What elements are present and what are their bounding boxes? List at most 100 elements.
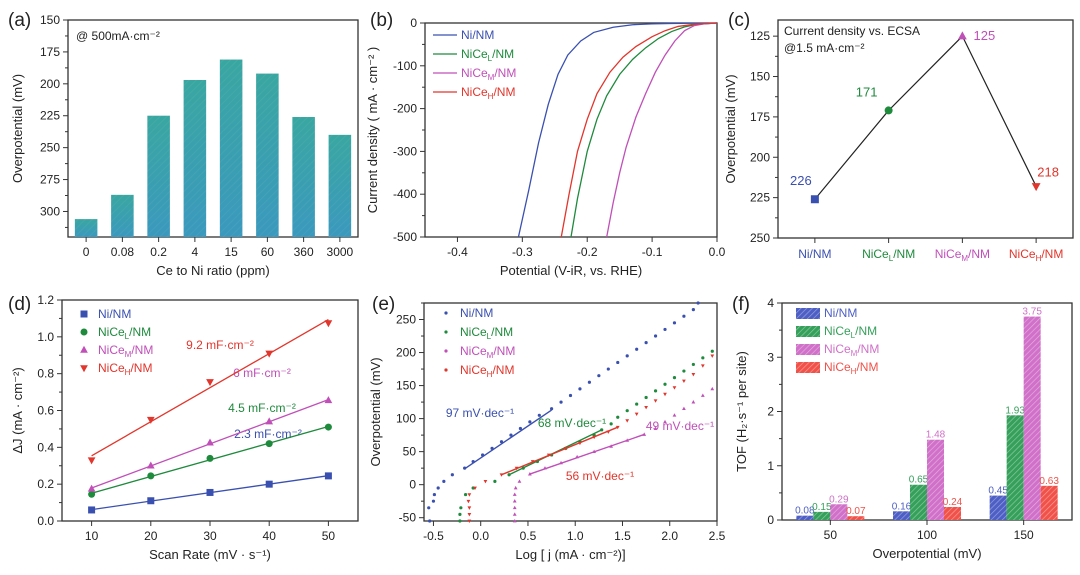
data-point (635, 347, 639, 351)
y-tick-label: 200 (40, 77, 60, 91)
x-tick-label: 60 (261, 245, 275, 259)
data-point (512, 518, 517, 523)
x-tick-label: 3000 (327, 245, 354, 259)
legend-label: NiCeM/NM (460, 344, 515, 360)
y-tick-label: 1 (767, 459, 774, 473)
bar-value-label: 0.15 (812, 502, 832, 513)
legend-marker (444, 330, 448, 334)
bar-hatch (183, 79, 207, 238)
data-point (467, 506, 472, 510)
x-tick-label: 2.5 (709, 529, 726, 543)
bar-value-label: 0.08 (795, 506, 815, 517)
y-tick-label: 150 (750, 70, 770, 84)
panel-d-double-layer-capacitance: 0.0 0.2 0.4 0.6 0.8 1.0 1.2 10 20 30 40 50 Ni/NM 2.3 … (10, 293, 359, 562)
capacitance-label: 2.3 mF·cm⁻² (234, 427, 302, 441)
data-point (653, 389, 658, 393)
x-tick-label: 0 (83, 245, 90, 259)
data-point (87, 484, 96, 492)
data-point (691, 400, 696, 404)
data-point (644, 341, 648, 345)
data-point (578, 387, 582, 391)
legend-label: NiCeH/NM (824, 360, 878, 376)
data-point (459, 506, 463, 510)
x-tick-label: 0.0 (472, 529, 489, 543)
x-tick-label: 0.5 (520, 529, 537, 543)
data-point (672, 386, 677, 390)
data-point (512, 512, 517, 516)
y-tick-label: 0.2 (37, 477, 54, 491)
bar (1006, 415, 1024, 520)
data-point (436, 486, 440, 490)
y-tick-label: 275 (40, 173, 60, 187)
x-tick-label: 30 (203, 529, 217, 543)
y-tick-label: 50 (403, 445, 417, 459)
bar (944, 506, 961, 520)
data-point (710, 349, 714, 353)
data-point (653, 334, 658, 338)
bar-hatch (147, 115, 170, 237)
x-tick-label: 40 (263, 529, 277, 543)
panel-b-polarization-curves: 0 -100 -200 -300 -400 -500 -0.4 -0.3 -0.2 -0.1 0.0… (365, 16, 726, 278)
y-axis-label: TOF (H₂·s⁻¹ per site) (734, 351, 749, 472)
data-point (432, 492, 436, 497)
data-point (206, 379, 214, 387)
data-point (957, 31, 967, 40)
data-point (606, 367, 610, 371)
bar (989, 495, 1007, 520)
data-point (587, 380, 592, 384)
series-line (606, 22, 718, 238)
data-point (513, 485, 518, 490)
x-axis-label: Log [ j (mA · cm⁻²)] (515, 547, 625, 562)
data-point (810, 195, 819, 204)
data-point (701, 356, 705, 360)
data-point (428, 519, 432, 523)
x-tick-label: -0.3 (512, 245, 533, 259)
y-tick-label: 0 (767, 513, 774, 527)
y-tick-label: 1.0 (37, 330, 54, 344)
tafel-fit-line (529, 433, 645, 475)
x-tick-label: 10 (85, 529, 99, 543)
y-tick-label: -50 (399, 511, 417, 525)
data-point (427, 506, 431, 510)
data-point (324, 320, 333, 328)
data-point (537, 413, 541, 417)
legend-marker (444, 368, 448, 372)
data-point (559, 400, 563, 404)
data-point (473, 486, 477, 491)
plot-frame (67, 19, 359, 238)
y-tick-label: -400 (393, 187, 417, 201)
data-point (265, 440, 273, 448)
tafel-slope-label: 56 mV·dec⁻¹ (566, 469, 634, 483)
data-point (710, 354, 715, 358)
x-tick-label: 20 (144, 529, 158, 543)
legend-marker (80, 365, 88, 373)
y-tick-label: 150 (40, 13, 60, 27)
x-category-label: Ni/NM (798, 247, 831, 261)
bar-hatch (292, 117, 315, 237)
bar-value-label: 1.48 (926, 430, 946, 441)
data-point (644, 406, 648, 410)
y-tick-label: -100 (393, 59, 417, 73)
x-tick-label: 50 (824, 528, 838, 542)
data-point (450, 473, 454, 477)
data-point (625, 354, 629, 358)
x-tick-label: 150 (1014, 528, 1034, 542)
x-axis-label: Scan Rate (mV · s⁻¹) (149, 547, 271, 562)
bar (893, 511, 910, 520)
tafel-slope-label: 68 mV·dec⁻¹ (538, 416, 606, 430)
bar (1040, 485, 1058, 520)
data-point (635, 402, 639, 406)
y-tick-label: 225 (40, 109, 60, 123)
data-point (147, 472, 155, 480)
series-line (560, 22, 718, 238)
bar-value-label: 3.75 (1022, 307, 1042, 318)
data-point (206, 454, 214, 462)
data-point (442, 479, 446, 483)
bar-value-label: 0.45 (988, 486, 1008, 497)
y-tick-label: 0.4 (37, 440, 54, 454)
data-point (206, 438, 214, 446)
bar (927, 439, 944, 520)
data-point (616, 360, 620, 365)
y-tick-label: 200 (396, 346, 416, 360)
